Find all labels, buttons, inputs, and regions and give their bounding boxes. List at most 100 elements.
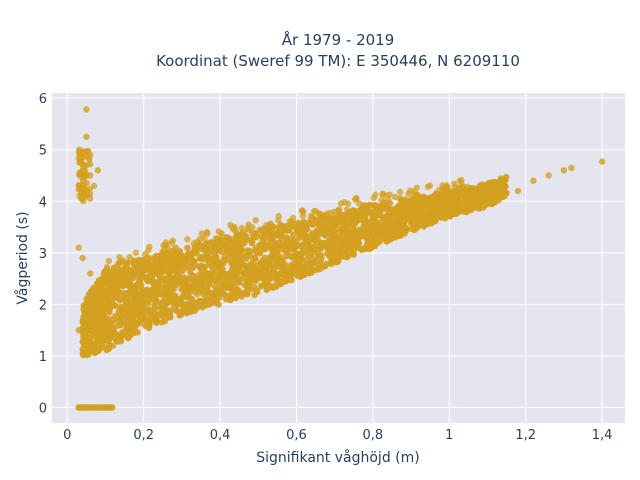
data-point [407, 220, 415, 227]
y-tick-label: 3 [39, 247, 47, 262]
data-point [231, 266, 238, 273]
data-point [332, 259, 340, 266]
data-point [164, 299, 171, 307]
data-point [87, 172, 94, 179]
data-point [185, 250, 192, 257]
data-point [326, 237, 333, 244]
data-point [362, 213, 369, 220]
data-point [132, 249, 140, 256]
data-point [91, 348, 99, 355]
data-point [183, 293, 191, 300]
data-point [288, 270, 295, 277]
data-point [452, 204, 460, 211]
data-point [342, 223, 350, 231]
y-tick-label: 5 [39, 144, 47, 159]
data-point [105, 257, 113, 265]
x-tick-label: 0,4 [210, 428, 231, 443]
data-point [92, 325, 100, 332]
data-point [164, 259, 172, 266]
data-point [331, 223, 338, 231]
data-point [354, 234, 361, 241]
data-point [448, 200, 455, 207]
data-point [132, 321, 140, 329]
data-point [75, 327, 82, 334]
data-point [333, 245, 340, 252]
data-point [415, 213, 422, 220]
data-point [376, 228, 384, 235]
data-point [228, 236, 236, 244]
data-point [328, 260, 335, 268]
data-point [204, 230, 211, 237]
data-point [152, 268, 159, 276]
data-point [124, 325, 131, 332]
data-point [198, 230, 206, 237]
data-point [135, 292, 143, 299]
data-point [424, 183, 431, 190]
y-tick-label: 6 [39, 92, 47, 107]
data-point [136, 301, 144, 308]
data-point [396, 188, 404, 196]
data-point [414, 191, 421, 198]
data-point [478, 181, 486, 188]
data-point [112, 269, 119, 276]
data-point [285, 239, 292, 246]
x-tick-label: 0 [63, 428, 71, 443]
data-point [259, 282, 266, 289]
data-point [100, 275, 108, 283]
grid [52, 93, 625, 423]
data-point [278, 260, 285, 267]
data-point [400, 208, 408, 215]
data-point [100, 306, 107, 313]
data-point [568, 164, 575, 171]
data-point [360, 245, 367, 252]
data-point [196, 281, 204, 289]
data-point [598, 158, 606, 165]
data-point [228, 260, 235, 267]
data-point [327, 209, 334, 217]
data-point [478, 192, 485, 200]
data-point [235, 250, 243, 257]
data-point [503, 173, 510, 181]
data-point [244, 247, 251, 254]
data-point [488, 179, 496, 186]
data-point [484, 182, 491, 189]
data-point [189, 263, 196, 271]
data-point [255, 249, 262, 256]
data-point [268, 262, 275, 270]
data-point [171, 285, 178, 293]
data-point [217, 281, 224, 288]
data-point [106, 308, 113, 316]
data-point [331, 253, 338, 261]
data-point [87, 270, 94, 277]
data-point [164, 244, 171, 252]
data-point [283, 222, 291, 230]
data-point [189, 281, 197, 289]
data-point [94, 167, 102, 174]
data-point [482, 201, 489, 208]
data-point [361, 201, 368, 208]
data-point [110, 291, 117, 298]
data-point [94, 280, 102, 287]
data-point [530, 177, 537, 184]
data-point [87, 151, 94, 159]
data-point [453, 192, 461, 200]
data-point [139, 274, 146, 281]
data-point [126, 253, 133, 261]
data-point [83, 342, 90, 349]
data-point [252, 217, 259, 224]
data-point [205, 270, 212, 277]
data-point [298, 262, 305, 269]
data-point [182, 280, 189, 287]
data-point [118, 258, 125, 265]
data-point [352, 196, 359, 203]
data-point [160, 268, 167, 275]
data-point [473, 201, 480, 208]
data-point [396, 194, 404, 202]
data-point [109, 342, 117, 349]
data-point [131, 284, 139, 291]
data-point [270, 244, 277, 251]
data-point [369, 223, 377, 231]
data-point [80, 302, 87, 309]
data-point [383, 192, 390, 199]
data-point [343, 206, 351, 213]
